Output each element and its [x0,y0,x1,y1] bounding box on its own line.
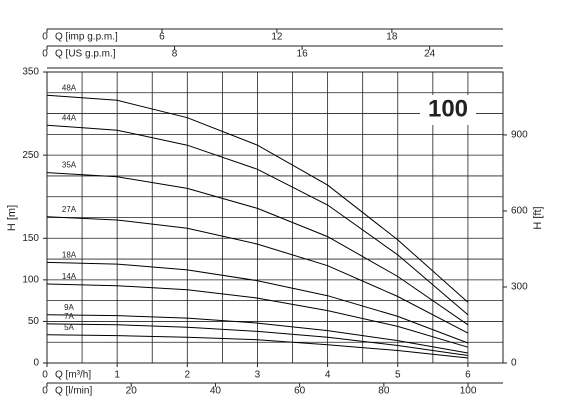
badge-background [420,95,476,125]
curve [46,314,468,354]
y-tick-label: 350 [22,67,39,78]
y-tick-label: 50 [28,316,40,327]
x-tick-label: 3 [255,370,261,381]
axis-title: Q [l/min] [55,386,92,397]
curve-label: 44A [62,113,77,122]
curve-label: 5A [64,323,74,332]
y-axis-title: H [m] [6,205,18,231]
axis-tick-label: 6 [159,32,165,43]
curve [46,283,469,348]
axis-tick-label: 80 [378,386,390,397]
y-tick-label: 150 [22,233,39,244]
axis-tick-label: 18 [386,32,398,43]
axis-tick-label: 0 [42,32,48,43]
badge: 100 [428,95,468,122]
y-tick-label: 250 [22,150,39,161]
axis-tick-label: 0 [42,49,48,60]
y2-tick-label: 900 [511,130,528,141]
axis-tick-label: 24 [424,49,436,60]
x-tick-label: 5 [395,370,401,381]
y2-tick-label: 300 [511,282,528,293]
y-tick-label: 0 [33,358,39,369]
x-tick-label: 0 [42,370,48,381]
axis-tick-label: 20 [126,386,138,397]
curve-label: 9A [64,303,74,312]
curve-label: 27A [62,205,77,214]
x-axis-title: Q [m³/h] [55,370,91,381]
curve [46,124,469,316]
x-tick-label: 2 [185,370,191,381]
curve-label: 35A [62,161,77,170]
x-tick-label: 6 [465,370,471,381]
axis-tick-label: 100 [460,386,477,397]
axis-tick-label: 0 [42,386,48,397]
y2-tick-label: 600 [511,206,528,217]
curve-label: 14A [62,272,77,281]
axis-tick-label: 8 [172,49,178,60]
curve-label: 48A [62,83,77,92]
curve [46,261,469,344]
y-tick-label: 100 [22,274,39,285]
curve-label: 18A [62,251,77,260]
curve [46,334,468,359]
plot-frame [46,71,504,364]
axis-title: Q [imp g.p.m.] [55,32,118,43]
curve [46,94,469,303]
x-tick-label: 4 [325,370,331,381]
curve [46,172,469,326]
y2-tick-label: 0 [511,358,517,369]
x-tick-label: 1 [114,370,120,381]
y2-axis-title: H [ft] [532,206,544,229]
axis-tick-label: 40 [210,386,222,397]
axis-tick-label: 16 [297,49,309,60]
curve [46,323,468,356]
axis-tick-label: 60 [294,386,306,397]
axis-tick-label: 12 [271,32,283,43]
curve [46,216,469,334]
axis-title: Q [US g.p.m.] [55,49,116,60]
curve-label: 7A [64,312,74,321]
